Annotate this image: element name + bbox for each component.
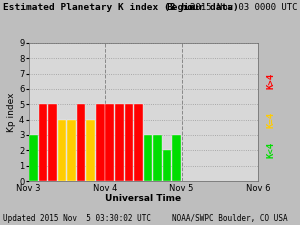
Bar — [86, 120, 95, 181]
Bar — [96, 104, 104, 181]
Bar — [48, 104, 57, 181]
Bar — [172, 135, 181, 181]
Bar — [124, 104, 133, 181]
Text: Estimated Planetary K index (3 hour data): Estimated Planetary K index (3 hour data… — [3, 3, 239, 12]
Text: 2015 Nov 03 0000 UTC: 2015 Nov 03 0000 UTC — [190, 3, 298, 12]
Bar — [38, 104, 47, 181]
Bar — [163, 150, 172, 181]
Bar — [153, 135, 162, 181]
Bar — [106, 104, 114, 181]
Bar — [144, 135, 152, 181]
Bar — [58, 120, 66, 181]
Text: Begin:: Begin: — [167, 3, 201, 12]
Bar — [134, 104, 143, 181]
Bar — [67, 120, 76, 181]
Text: NOAA/SWPC Boulder, CO USA: NOAA/SWPC Boulder, CO USA — [172, 214, 288, 223]
Text: Updated 2015 Nov  5 03:30:02 UTC: Updated 2015 Nov 5 03:30:02 UTC — [3, 214, 151, 223]
Bar — [29, 135, 38, 181]
Y-axis label: Kp index: Kp index — [7, 92, 16, 132]
Text: K<4: K<4 — [267, 142, 276, 158]
Bar — [77, 104, 85, 181]
Bar — [115, 104, 124, 181]
Text: K>4: K>4 — [267, 73, 276, 89]
Text: K=4: K=4 — [267, 112, 276, 128]
X-axis label: Universal Time: Universal Time — [105, 194, 181, 203]
